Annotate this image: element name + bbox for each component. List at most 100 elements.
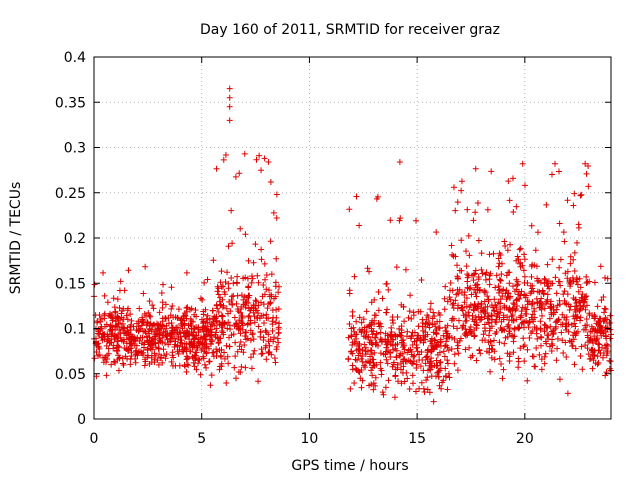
data-point bbox=[467, 323, 474, 330]
data-point bbox=[391, 394, 398, 401]
data-point bbox=[243, 336, 250, 343]
data-point bbox=[258, 167, 265, 174]
data-point bbox=[218, 328, 225, 335]
data-point bbox=[577, 284, 584, 291]
data-point bbox=[541, 275, 548, 282]
data-point bbox=[596, 341, 603, 348]
y-tick-label: 0.1 bbox=[64, 322, 86, 338]
x-axis: 0 5 10 15 20 bbox=[90, 57, 534, 447]
data-point bbox=[454, 367, 461, 374]
data-point bbox=[347, 385, 354, 392]
data-point bbox=[220, 156, 227, 163]
data-point bbox=[521, 358, 528, 365]
data-point bbox=[415, 308, 422, 315]
data-point bbox=[544, 283, 551, 290]
data-point bbox=[521, 342, 528, 349]
data-point bbox=[271, 355, 278, 362]
data-point bbox=[374, 193, 381, 200]
data-point bbox=[209, 349, 216, 356]
data-point bbox=[527, 282, 534, 289]
data-point bbox=[405, 357, 412, 364]
data-point bbox=[528, 314, 535, 321]
data-point bbox=[536, 289, 543, 296]
data-point bbox=[377, 350, 384, 357]
data-point bbox=[380, 391, 387, 398]
data-point bbox=[534, 275, 541, 282]
data-point bbox=[122, 353, 129, 360]
data-point bbox=[404, 375, 411, 382]
data-point bbox=[366, 339, 373, 346]
data-point bbox=[575, 224, 582, 231]
data-point bbox=[465, 309, 472, 316]
data-point bbox=[454, 339, 461, 346]
data-point bbox=[177, 339, 184, 346]
data-point bbox=[436, 359, 443, 366]
data-point bbox=[264, 305, 271, 312]
data-point bbox=[458, 178, 465, 185]
data-point bbox=[459, 305, 466, 312]
data-point bbox=[579, 366, 586, 373]
data-point bbox=[242, 231, 249, 238]
data-point bbox=[398, 380, 405, 387]
data-point bbox=[269, 318, 276, 325]
data-point bbox=[248, 279, 255, 286]
data-point bbox=[478, 250, 485, 257]
data-point bbox=[152, 344, 159, 351]
data-point bbox=[547, 323, 554, 330]
data-point bbox=[103, 372, 110, 379]
data-point bbox=[495, 289, 502, 296]
data-point bbox=[259, 350, 266, 357]
data-point bbox=[591, 333, 598, 340]
data-point bbox=[230, 331, 237, 338]
data-point bbox=[515, 355, 522, 362]
data-point bbox=[371, 317, 378, 324]
data-point bbox=[393, 347, 400, 354]
data-point bbox=[529, 353, 536, 360]
data-point bbox=[216, 335, 223, 342]
data-point bbox=[253, 156, 260, 163]
data-point bbox=[450, 323, 457, 330]
y-axis-label: SRMTID / TECUs bbox=[8, 182, 24, 295]
data-point bbox=[104, 333, 111, 340]
data-point bbox=[443, 328, 450, 335]
data-point bbox=[423, 353, 430, 360]
data-point bbox=[387, 333, 394, 340]
data-point bbox=[409, 372, 416, 379]
data-point bbox=[594, 335, 601, 342]
data-point bbox=[594, 303, 601, 310]
data-point bbox=[530, 288, 537, 295]
data-point bbox=[395, 378, 402, 385]
data-point bbox=[446, 294, 453, 301]
data-point bbox=[251, 319, 258, 326]
data-point bbox=[243, 329, 250, 336]
data-point bbox=[245, 313, 252, 320]
data-point bbox=[546, 315, 553, 322]
data-point bbox=[109, 326, 116, 333]
data-point bbox=[433, 229, 440, 236]
data-point bbox=[225, 334, 232, 341]
data-point bbox=[496, 355, 503, 362]
data-point bbox=[541, 328, 548, 335]
data-point bbox=[458, 237, 465, 244]
data-point bbox=[121, 287, 128, 294]
data-point bbox=[121, 344, 128, 351]
data-point bbox=[263, 311, 270, 318]
data-point bbox=[218, 360, 225, 367]
data-point bbox=[481, 307, 488, 314]
data-point bbox=[554, 335, 561, 342]
data-point bbox=[482, 327, 489, 334]
data-point bbox=[221, 349, 228, 356]
data-point bbox=[473, 321, 480, 328]
data-point bbox=[602, 306, 609, 313]
data-point bbox=[258, 299, 265, 306]
data-point bbox=[183, 308, 190, 315]
data-point bbox=[451, 360, 458, 367]
data-point bbox=[368, 327, 375, 334]
data-point bbox=[236, 317, 243, 324]
data-point bbox=[91, 281, 98, 288]
data-point bbox=[513, 286, 520, 293]
data-point bbox=[533, 330, 540, 337]
data-point bbox=[111, 358, 118, 365]
data-point bbox=[215, 285, 222, 292]
data-point bbox=[467, 329, 474, 336]
